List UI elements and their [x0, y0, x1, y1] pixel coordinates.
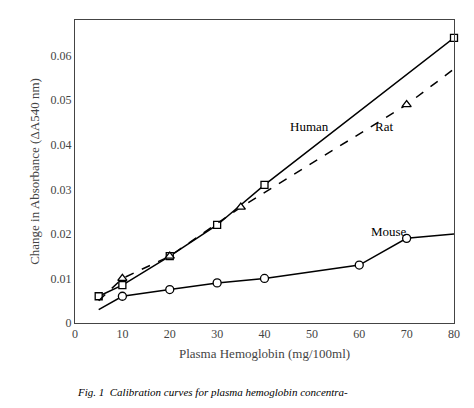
svg-text:Change in Absorbance (ΔA540 nm: Change in Absorbance (ΔA540 nm) — [27, 78, 42, 265]
svg-text:0: 0 — [72, 327, 78, 341]
svg-text:0: 0 — [66, 316, 72, 330]
svg-text:40: 40 — [259, 327, 271, 341]
svg-text:Mouse: Mouse — [371, 224, 407, 239]
svg-text:60: 60 — [353, 327, 365, 341]
svg-text:0.06: 0.06 — [51, 49, 72, 63]
svg-text:0.01: 0.01 — [51, 272, 72, 286]
svg-text:Plasma Hemoglobin (mg/100ml): Plasma Hemoglobin (mg/100ml) — [179, 346, 350, 361]
svg-text:80: 80 — [448, 327, 460, 341]
svg-text:0.05: 0.05 — [51, 93, 72, 107]
svg-text:10: 10 — [116, 327, 128, 341]
svg-text:0.02: 0.02 — [51, 227, 72, 241]
svg-text:70: 70 — [401, 327, 413, 341]
svg-text:0.04: 0.04 — [51, 138, 72, 152]
svg-text:50: 50 — [306, 327, 318, 341]
svg-text:0.03: 0.03 — [51, 183, 72, 197]
svg-text:Human: Human — [290, 119, 329, 134]
svg-text:Fig. 1 Calibration curves for: Fig. 1 Calibration curves for plasma hem… — [77, 386, 348, 398]
svg-text:20: 20 — [164, 327, 176, 341]
svg-text:30: 30 — [211, 327, 223, 341]
svg-text:Rat: Rat — [375, 119, 393, 134]
